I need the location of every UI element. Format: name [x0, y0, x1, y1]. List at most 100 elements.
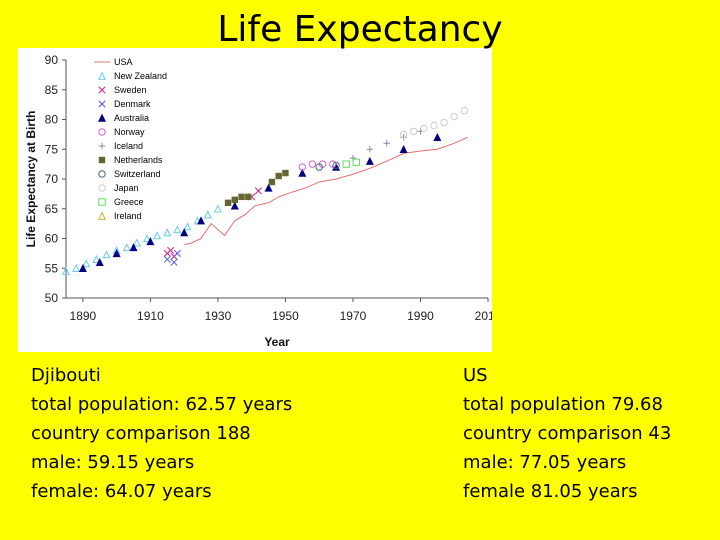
data-point-japan [410, 127, 418, 136]
data-point-sweden [254, 187, 263, 195]
data-point-denmark [170, 258, 178, 266]
series-line-usa [184, 136, 468, 245]
life-expectancy-chart: 50 55 60 65 70 75 80 85 90 1890 1910 1930 1950 1970 19… [18, 48, 492, 352]
data-point-norway [308, 160, 317, 168]
data-point-new-zealand [102, 250, 111, 259]
data-point-netherlands [268, 178, 276, 186]
data-point-japan [399, 130, 408, 139]
data-point-denmark [173, 249, 181, 257]
legend-label-netherlands: Netherlands [114, 155, 163, 165]
legend-swatch-denmark [98, 100, 106, 108]
legend-label-usa: USA [114, 57, 133, 67]
y-tick-label: 65 [45, 202, 59, 216]
data-point-australia [399, 144, 408, 153]
us-stat-line-female: female 81.05 years [463, 481, 638, 502]
legend-item-netherlands: Netherlands [98, 155, 163, 165]
x-tick-label: 2010 [475, 309, 492, 323]
data-point-netherlands [231, 196, 238, 204]
data-point-australia [95, 257, 104, 266]
legend-swatch-greece [98, 198, 106, 206]
data-point-new-zealand [213, 204, 222, 213]
data-point-new-zealand [153, 231, 162, 240]
data-point-australia [78, 263, 87, 272]
djibouti-stat-line-rank: country comparison 188 [31, 423, 251, 444]
y-tick-label: 60 [45, 232, 59, 246]
data-point-norway [329, 160, 337, 168]
legend-label-sweden: Sweden [114, 85, 147, 95]
data-point-australia [298, 168, 307, 177]
data-point-new-zealand [61, 266, 71, 275]
series-netherlands [224, 169, 289, 206]
us-stats: US total population 79.68 country compar… [463, 361, 671, 506]
data-point-new-zealand [132, 238, 141, 247]
us-stat-line-male: male: 77.05 years [463, 452, 627, 473]
legend-label-ireland: Ireland [114, 211, 142, 221]
legend-item-ireland: Ireland [97, 211, 142, 221]
data-point-greece [342, 160, 350, 168]
us-stat-line-rank: country comparison 43 [463, 423, 672, 444]
us-stat-line-country: US [463, 365, 488, 386]
data-point-netherlands [275, 172, 282, 180]
legend-label-switzerland: Switzerland [114, 169, 161, 179]
series-usa [184, 136, 468, 245]
series-iceland [349, 128, 424, 162]
series-japan [399, 106, 469, 139]
chart-svg: 50 55 60 65 70 75 80 85 90 1890 1910 1930 1950 1970 19… [24, 53, 492, 349]
data-point-australia [129, 243, 138, 252]
data-point-new-zealand [173, 225, 182, 234]
x-tick-label: 1910 [137, 309, 164, 323]
djibouti-stat-line-male: male: 59.15 years [31, 452, 195, 473]
x-tick-label: 1890 [70, 309, 97, 323]
data-point-australia [180, 228, 189, 237]
data-point-japan [430, 121, 438, 130]
data-point-australia [146, 237, 155, 246]
y-tick-label: 70 [45, 172, 59, 186]
data-point-norway [298, 163, 307, 171]
djibouti-stat-line-country: Djibouti [31, 365, 101, 386]
series-greece [342, 158, 361, 168]
data-point-australia [197, 216, 206, 225]
data-point-new-zealand [143, 234, 152, 243]
data-point-sweden [167, 246, 175, 254]
data-point-new-zealand [183, 222, 192, 231]
legend-swatch-sweden [98, 86, 106, 94]
y-axis-title: Life Expectancy at Birth [24, 111, 38, 248]
chart-axes: 50 55 60 65 70 75 80 85 90 1890 1910 1930 1950 1970 19… [24, 53, 492, 349]
legend-item-japan: Japan [98, 183, 139, 193]
series-australia [78, 133, 442, 272]
data-point-iceland [366, 146, 374, 153]
djibouti-stat-line-total: total population: 62.57 years [31, 394, 293, 415]
data-point-netherlands [282, 169, 289, 177]
data-point-denmark [163, 255, 171, 263]
y-tick-label: 90 [45, 53, 59, 67]
data-point-new-zealand [122, 243, 131, 252]
x-tick-label: 1990 [407, 309, 434, 323]
data-point-australia [433, 133, 442, 142]
legend-swatch-norway [98, 128, 106, 136]
data-point-switzerland [315, 163, 323, 171]
data-point-netherlands [224, 199, 232, 206]
y-tick-label: 85 [45, 83, 59, 97]
djibouti-stats: Djibouti total population: 62.57 years c… [31, 361, 292, 506]
data-point-new-zealand [163, 228, 172, 237]
data-point-japan [420, 124, 428, 133]
data-point-new-zealand [82, 259, 91, 268]
data-point-australia [264, 183, 273, 192]
series-switzerland [315, 161, 340, 171]
x-tick-label: 1970 [340, 309, 367, 323]
x-tick-label: 1930 [205, 309, 232, 323]
legend-swatch-australia [97, 113, 107, 122]
legend-swatch-switzerland [98, 170, 106, 178]
legend-item-new-zealand: New Zealand [97, 71, 167, 81]
legend-label-iceland: Iceland [114, 141, 143, 151]
legend-item-norway: Norway [98, 127, 145, 137]
data-point-netherlands [238, 193, 245, 201]
data-point-japan [450, 112, 458, 121]
y-tick-label: 55 [45, 261, 59, 275]
legend-item-iceland: Iceland [98, 141, 143, 151]
legend-label-australia: Australia [114, 113, 149, 123]
data-point-new-zealand [92, 255, 101, 264]
series-norway [298, 160, 337, 171]
series-layer [61, 106, 469, 275]
data-point-japan [460, 106, 469, 115]
